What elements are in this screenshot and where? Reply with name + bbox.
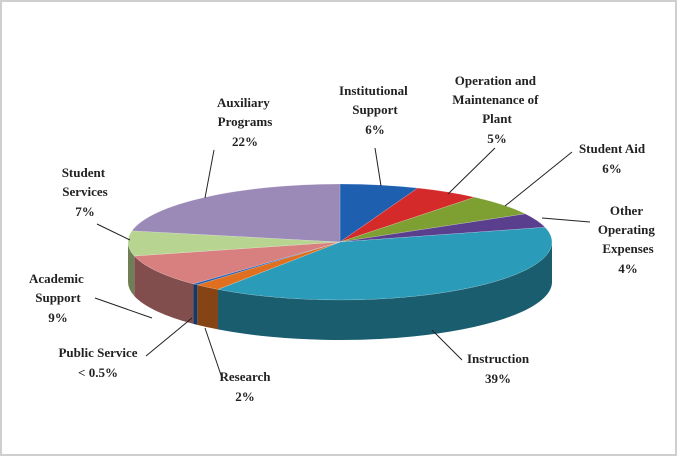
slice-value-label: 2% (235, 389, 255, 404)
slice-value-label: < 0.5% (78, 365, 118, 380)
slice (192, 241, 341, 286)
slice-label: Student Services (62, 165, 109, 199)
slice (339, 187, 476, 243)
leader-line (204, 149, 215, 199)
leader-line (541, 217, 591, 223)
slice-value-label: 7% (75, 204, 95, 219)
leader-line (94, 297, 153, 319)
slice (217, 227, 553, 301)
slice-label: Research (219, 369, 271, 384)
slice (339, 183, 419, 243)
slice-value-label: 39% (485, 371, 511, 386)
leader-line (145, 317, 193, 357)
slice (127, 230, 341, 257)
slice-value-label: 22% (232, 134, 258, 149)
slice-label: Public Service (58, 345, 137, 360)
slice (339, 196, 527, 243)
slice-label: Student Aid (579, 141, 646, 156)
pie-tops (127, 183, 553, 301)
slice-label: Instruction (467, 351, 530, 366)
leader-line (96, 223, 131, 241)
leader-line (504, 151, 573, 207)
slice-value-label: 6% (602, 161, 622, 176)
slice-value-label: 9% (48, 310, 68, 325)
slice-label: Institutional Support (339, 83, 411, 117)
slice (133, 241, 341, 285)
leader-line (431, 329, 463, 361)
slice-value-label: 4% (618, 261, 638, 276)
slice-side (134, 256, 194, 324)
slice-label: Auxiliary Programs (217, 95, 273, 129)
leader-line (204, 327, 223, 379)
pie-sides (128, 242, 553, 341)
slice-value-label: 6% (365, 122, 385, 137)
slice-label: Academic Support (29, 271, 87, 305)
slice-label: Operation and Maintenance of Plant (452, 73, 542, 126)
leader-line (374, 147, 382, 187)
slice-side (128, 242, 135, 297)
slice-value-label: 5% (487, 131, 507, 146)
slice-side (193, 283, 198, 325)
slice-label: Other Operating Expenses (598, 203, 658, 256)
leader-line (447, 147, 496, 195)
slice (196, 241, 341, 290)
slice-side (217, 242, 553, 341)
slice (339, 213, 546, 243)
slice-side (197, 284, 218, 330)
